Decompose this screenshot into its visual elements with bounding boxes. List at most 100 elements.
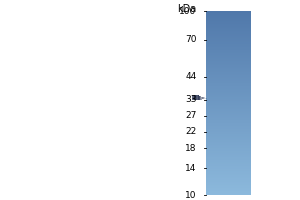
Bar [206, 69, 250, 70]
Bar [206, 84, 250, 85]
Bar [206, 165, 250, 166]
Bar [206, 96, 250, 97]
Bar [206, 30, 250, 31]
Bar [206, 126, 250, 127]
Bar [205, 98, 206, 99]
Bar [201, 97, 202, 100]
Bar [206, 113, 250, 114]
Bar [206, 170, 250, 171]
Bar [206, 86, 250, 87]
Bar [206, 45, 250, 46]
Bar [202, 97, 203, 99]
Bar [206, 13, 250, 14]
Bar [206, 156, 250, 157]
Bar [206, 101, 250, 102]
Bar [206, 172, 250, 173]
Bar [206, 141, 250, 142]
Bar [206, 142, 250, 143]
Bar [206, 155, 250, 156]
Bar [206, 25, 250, 26]
Bar [206, 192, 250, 193]
Bar [206, 106, 250, 107]
Bar [206, 78, 250, 79]
Bar [206, 63, 250, 64]
Bar [206, 121, 250, 122]
Bar [206, 79, 250, 80]
Bar [206, 99, 250, 100]
Bar [206, 18, 250, 19]
Bar [206, 23, 250, 24]
Bar [206, 136, 250, 137]
Bar [206, 11, 250, 12]
Bar [206, 72, 250, 73]
Bar [206, 128, 250, 129]
Bar [206, 14, 250, 15]
Bar [206, 132, 250, 133]
Bar [206, 184, 250, 185]
Bar [206, 193, 250, 194]
Bar [202, 97, 203, 99]
Bar [206, 166, 250, 167]
Bar [206, 21, 250, 22]
Bar [206, 81, 250, 82]
Bar [206, 161, 250, 162]
Text: 27: 27 [185, 111, 196, 120]
Bar [206, 123, 250, 124]
Bar [206, 190, 250, 191]
Bar [206, 71, 250, 72]
Bar [206, 59, 250, 60]
Bar [206, 51, 250, 52]
Bar [206, 157, 250, 158]
Bar [206, 17, 250, 18]
Bar [206, 60, 250, 61]
Bar [206, 22, 250, 23]
Bar [206, 144, 250, 145]
Bar [206, 57, 250, 58]
Bar [206, 152, 250, 153]
Text: 10: 10 [185, 190, 196, 199]
Bar [206, 122, 250, 123]
Bar [206, 74, 250, 75]
Bar [206, 185, 250, 186]
Bar [206, 98, 207, 99]
Bar [206, 28, 250, 29]
Bar [206, 97, 250, 98]
Text: 44: 44 [185, 72, 197, 81]
Bar [194, 95, 195, 100]
Bar [206, 186, 250, 187]
Bar [206, 15, 250, 16]
Bar [206, 158, 250, 159]
Bar [197, 95, 198, 100]
Bar [196, 95, 197, 100]
Bar [206, 55, 250, 56]
Bar [206, 85, 250, 86]
Bar [203, 97, 204, 99]
Bar [206, 89, 250, 90]
Bar [206, 174, 250, 175]
Bar [206, 194, 250, 195]
Bar [206, 134, 250, 135]
Bar [206, 39, 250, 40]
Bar [206, 164, 250, 165]
Bar [206, 183, 250, 184]
Bar [206, 46, 250, 47]
Text: 33: 33 [185, 95, 196, 104]
Text: 70: 70 [185, 35, 196, 44]
Bar [206, 12, 250, 13]
Bar [206, 36, 250, 37]
Text: kDa: kDa [177, 4, 196, 14]
Bar [205, 98, 206, 99]
Bar [193, 95, 194, 100]
Bar [206, 70, 250, 71]
Bar [206, 80, 250, 81]
Bar [194, 95, 195, 100]
Bar [206, 64, 250, 65]
Bar [206, 133, 250, 134]
Bar [206, 77, 250, 78]
Bar [206, 100, 250, 101]
Bar [198, 95, 199, 100]
Bar [206, 83, 250, 84]
Bar [206, 112, 250, 113]
Bar [206, 169, 250, 170]
Bar [206, 150, 250, 151]
